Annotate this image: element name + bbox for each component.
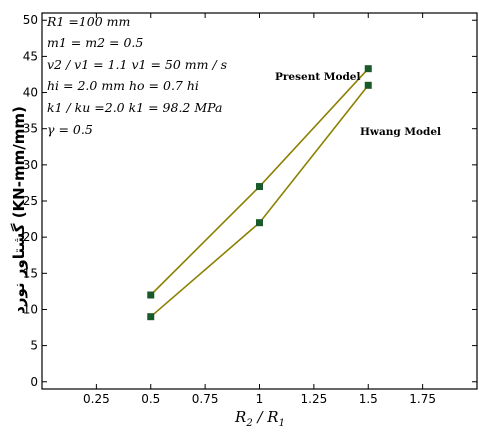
x-axis-title-sub2: 2 <box>245 418 252 429</box>
y-tick-label: 40 <box>23 86 38 100</box>
data-point-present-model <box>256 183 263 191</box>
param-gamma: γ = 0.5 <box>47 122 93 137</box>
annotation-hwang-model: Hwang Model <box>360 126 441 138</box>
x-axis-title-r1: / R <box>253 408 279 426</box>
x-axis-title-r2: R <box>234 408 246 426</box>
x-tick-label: 1.25 <box>301 392 328 406</box>
data-point-present-model <box>364 65 372 73</box>
param-thickness: hi = 2.0 mm ho = 0.7 hi <box>47 78 199 93</box>
y-tick-label: 5 <box>30 339 38 353</box>
param-r1: R1 =100 mm <box>46 14 130 29</box>
data-point-hwang-model <box>364 81 372 89</box>
y-axis-title: گشتاور نورد (KN-mm/mm) <box>10 106 28 314</box>
param-m: m1 = m2 = 0.5 <box>47 35 143 50</box>
y-tick-label: 30 <box>23 158 38 172</box>
x-axis-title: R2 / R1 <box>234 408 285 429</box>
data-point-present-model <box>147 291 155 299</box>
data-point-hwang-model <box>147 313 155 321</box>
y-tick-label: 20 <box>23 230 38 244</box>
x-axis-title-sub1: 1 <box>279 418 285 429</box>
x-tick-label: 1.5 <box>359 392 378 406</box>
y-tick-label: 45 <box>23 49 38 63</box>
series-line-hwang-model <box>150 84 369 318</box>
param-velocity: v2 / v1 = 1.1 v1 = 50 mm / s <box>47 57 227 72</box>
annotation-present-model: Present Model <box>275 71 360 83</box>
x-tick-label: 0.25 <box>83 392 110 406</box>
y-tick-label: 15 <box>23 266 38 280</box>
y-tick-label: 0 <box>30 375 38 389</box>
x-tick-label: 1.75 <box>409 392 436 406</box>
axis-ticks: 0 5 10 15 20 25 30 35 40 45 50 0.25 0.5 0.75 1 1.25 1.5 1… <box>23 13 477 406</box>
y-tick-label: 10 <box>23 302 38 316</box>
parameter-block: R1 =100 mm m1 = m2 = 0.5 v2 / v1 = 1.1 v… <box>46 14 227 137</box>
x-tick-label: 0.5 <box>141 392 160 406</box>
y-tick-label: 25 <box>23 194 38 208</box>
series-markers <box>147 65 372 321</box>
y-tick-label: 35 <box>23 122 38 136</box>
data-point-hwang-model <box>256 219 263 227</box>
y-tick-label: 50 <box>23 13 38 27</box>
x-tick-label: 0.75 <box>192 392 219 406</box>
x-tick-label: 1 <box>256 392 264 406</box>
param-k: k1 / ku =2.0 k1 = 98.2 MPa <box>47 100 222 115</box>
